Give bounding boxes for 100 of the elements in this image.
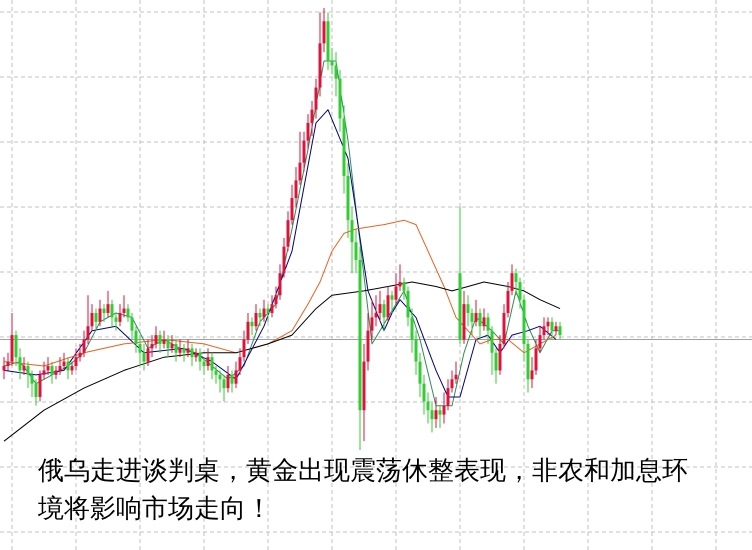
candlestick — [2, 356, 6, 380]
candlestick — [538, 326, 542, 354]
candlestick — [330, 47, 334, 75]
candlestick — [58, 356, 62, 376]
candlestick — [126, 304, 130, 322]
candlestick — [130, 312, 134, 340]
candlestick — [146, 339, 150, 367]
candlestick — [262, 299, 266, 322]
candlestick — [310, 100, 314, 137]
candlestick — [82, 330, 86, 358]
candlestick — [186, 339, 190, 358]
candlestick — [70, 361, 74, 376]
candlestick — [202, 356, 206, 376]
candlestick — [438, 405, 442, 428]
candlestick — [258, 308, 262, 327]
candlestick — [54, 366, 58, 380]
candlestick — [270, 294, 274, 318]
candlestick — [150, 334, 154, 358]
candlestick — [18, 348, 22, 380]
candlestick — [546, 316, 550, 336]
candlestick — [434, 396, 438, 428]
candlestick — [226, 366, 230, 394]
candlestick — [542, 316, 546, 340]
candlestick — [210, 352, 214, 380]
candlestick — [370, 299, 374, 340]
candlestick — [162, 330, 166, 349]
candlestick — [154, 326, 158, 349]
candlestick — [122, 294, 126, 318]
candlestick — [26, 361, 30, 389]
candlestick — [230, 370, 234, 394]
candlestick — [102, 304, 106, 322]
candlestick — [246, 312, 250, 344]
candlestick — [394, 272, 398, 305]
candlestick — [350, 206, 354, 274]
candlestick — [422, 374, 426, 416]
candlestick — [170, 334, 174, 354]
candlestick — [386, 286, 390, 322]
candlestick — [6, 352, 10, 371]
candlestick — [74, 348, 78, 371]
candlestick — [234, 361, 238, 389]
candlestick — [38, 370, 42, 402]
candlestick — [138, 334, 142, 367]
candlestick — [554, 321, 558, 336]
candlestick — [470, 308, 474, 336]
candlestick — [450, 370, 454, 394]
candlestick — [466, 294, 470, 327]
candlestick — [190, 343, 194, 367]
candlestick — [398, 264, 402, 292]
candlestick — [62, 352, 66, 371]
candlestick — [86, 294, 90, 344]
candlestick — [550, 316, 554, 340]
candlestick — [426, 392, 430, 424]
candlestick — [306, 114, 310, 150]
candlestick — [110, 299, 114, 327]
candlestick — [242, 330, 246, 362]
candlestick — [298, 131, 302, 186]
candlestick — [414, 330, 418, 376]
candlestick — [118, 304, 122, 327]
candlestick — [158, 330, 162, 354]
candlestick — [50, 361, 54, 384]
candlestick — [98, 299, 102, 327]
candlestick — [402, 277, 406, 300]
candlestick — [442, 392, 446, 424]
candlestick — [174, 339, 178, 362]
candlestick — [178, 339, 182, 358]
candlestick — [290, 184, 294, 226]
candlestick — [14, 330, 18, 367]
candlestick — [506, 282, 510, 318]
candlestick — [274, 286, 278, 310]
candlestick — [30, 370, 34, 398]
candlestick — [534, 339, 538, 376]
candlestick — [278, 264, 282, 300]
candlestick — [222, 374, 226, 402]
candlestick — [134, 326, 138, 354]
candlestick — [142, 343, 146, 371]
candlestick — [314, 78, 318, 119]
candlestick — [198, 348, 202, 371]
candlestick — [254, 304, 258, 332]
candlestick — [334, 52, 338, 97]
candlestick — [22, 356, 26, 376]
candlestick — [114, 312, 118, 332]
candlestick — [558, 321, 562, 340]
candlestick — [218, 370, 222, 394]
candlestick — [482, 308, 486, 332]
candlestick — [354, 228, 358, 274]
candlestick — [418, 352, 422, 398]
candlestick — [518, 277, 522, 310]
text: 俄乌走进谈判桌，黄金出现震荡休整表现，非农和加息环境将影响市场走向！ — [38, 455, 689, 526]
candlestick — [486, 312, 490, 344]
candlestick — [378, 290, 382, 322]
candlestick — [106, 290, 110, 318]
candlestick — [454, 361, 458, 384]
candlestick — [214, 366, 218, 384]
candlestick — [238, 348, 242, 376]
candlestick — [78, 343, 82, 362]
candlestick — [66, 356, 70, 380]
candlestick — [42, 361, 46, 380]
candlestick — [322, 8, 326, 53]
candlestick — [390, 290, 394, 314]
candlestick — [182, 343, 186, 362]
